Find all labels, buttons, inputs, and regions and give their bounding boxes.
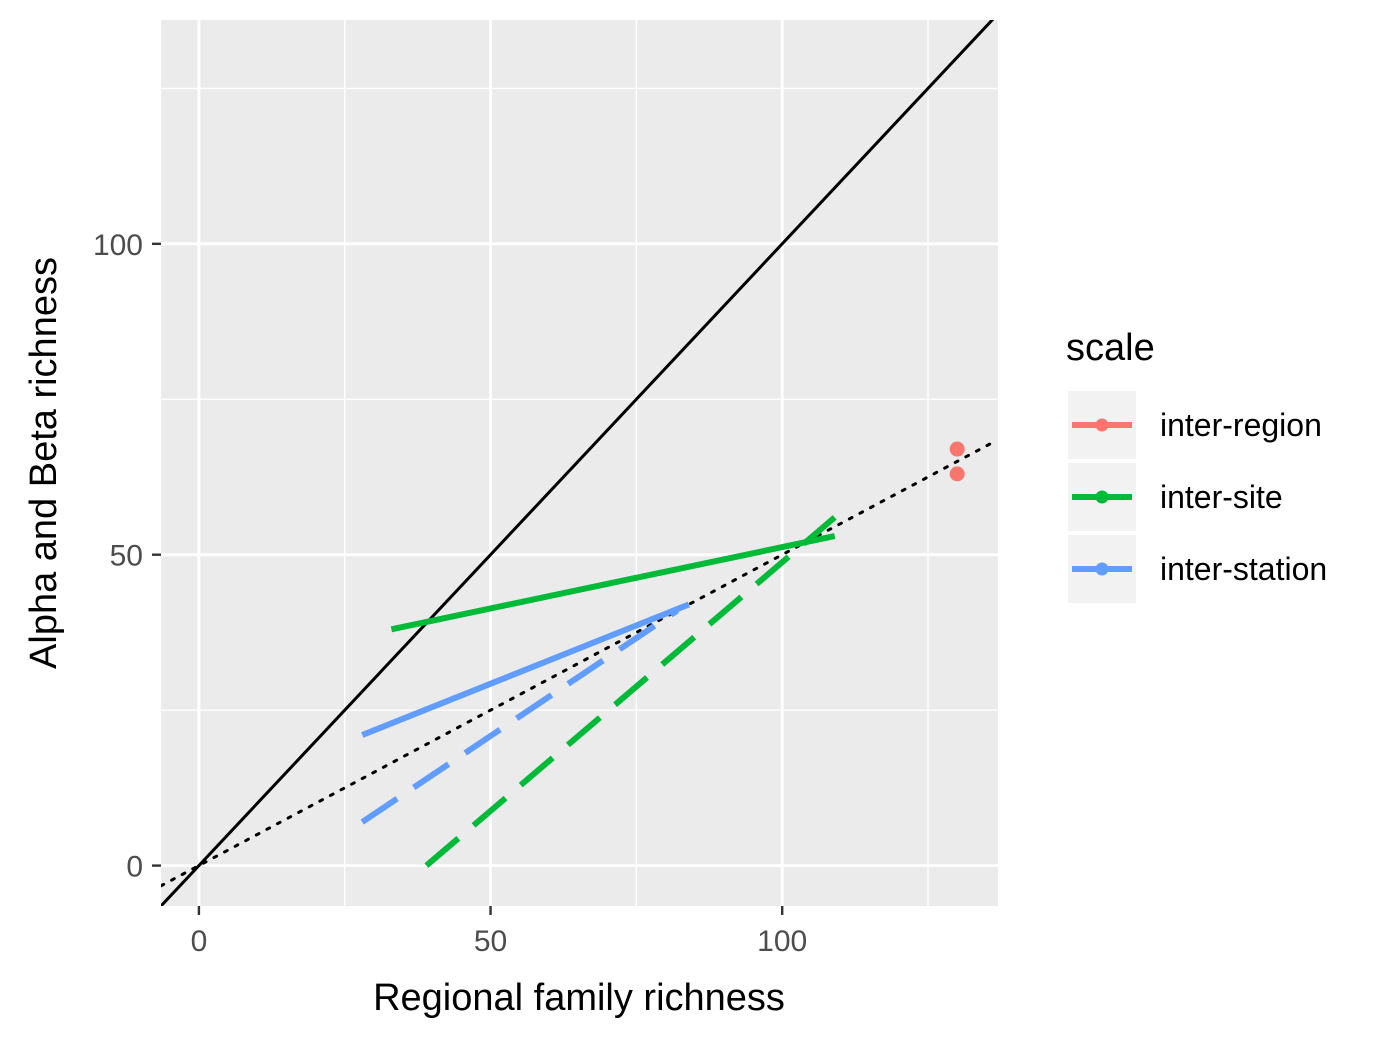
- x-tick-label: 100: [757, 925, 807, 958]
- x-tick-label: 50: [474, 925, 507, 958]
- legend-entries: inter-region inter-site inter-station: [1068, 391, 1327, 603]
- axes: 0 50 100 0 50 100: [93, 229, 807, 958]
- x-axis-title: Regional family richness: [373, 977, 785, 1019]
- legend-title: scale: [1066, 327, 1155, 369]
- inter-region-point: [949, 466, 965, 482]
- inter-site-solid-line: [390, 533, 836, 633]
- legend-key-point: [1095, 490, 1109, 504]
- y-tick-label: 0: [126, 851, 143, 884]
- reference-line-dotted: [161, 441, 994, 888]
- x-tick-label: 0: [191, 925, 208, 958]
- y-tick-label: 50: [110, 540, 143, 573]
- plot-area: [161, 20, 995, 906]
- reference-line-one-to-one: [161, 20, 995, 906]
- grid-major: [161, 20, 998, 906]
- grid-minor: [161, 20, 998, 906]
- legend-key-point: [1095, 562, 1109, 576]
- inter-site-dashed-line: [424, 515, 837, 868]
- legend-label: inter-site: [1160, 479, 1283, 515]
- y-axis-title: Alpha and Beta richness: [23, 257, 65, 669]
- legend-label: inter-station: [1160, 551, 1327, 587]
- legend: scale inter-region inter-site inter-statio…: [1066, 327, 1327, 603]
- y-tick-label: 100: [93, 229, 143, 262]
- legend-key-point: [1095, 418, 1109, 432]
- legend-label: inter-region: [1160, 407, 1322, 443]
- inter-region-point: [949, 441, 965, 457]
- inter-station-solid-line: [361, 601, 690, 738]
- inter-station-dashed-line: [360, 608, 679, 825]
